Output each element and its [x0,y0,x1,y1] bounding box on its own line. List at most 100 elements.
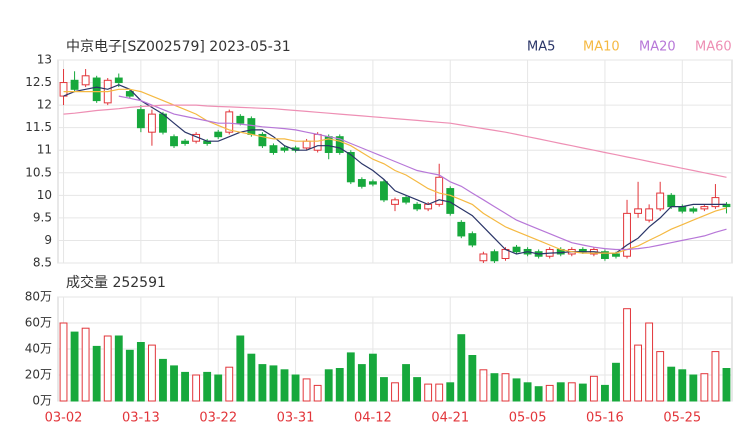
candle-body [667,194,676,208]
y-tick-label: 10 [37,188,52,202]
candle-body [490,251,499,262]
legend-label: MA5 [527,40,555,55]
volume-bar [114,335,123,402]
volume-title: 成交量 252591 [66,274,166,291]
candle-body [214,131,223,138]
volume-bar [435,383,444,402]
candle-body [302,140,311,149]
volume-bar [70,331,79,402]
y-tick-label: 20万 [25,368,52,382]
candle-body [623,212,631,257]
y-tick-label: 9 [44,233,52,247]
candle-body [247,118,256,135]
volume-bar [468,355,477,402]
chart-title: 中京电子[SZ002579] 2023-05-31 [66,39,291,55]
x-tick-label: 05-25 [663,411,701,426]
candle-body [368,181,377,185]
volume-bar [700,373,709,402]
volume-bar [92,345,101,402]
volume-bar [556,382,565,402]
volume-bar [291,374,300,402]
volume-bar [601,384,609,402]
volume-bar [214,374,223,402]
candle-body [236,115,245,124]
y-tick-label: 12 [37,98,52,112]
candle-body [678,206,687,212]
volume-bar [490,373,499,402]
volume-bar [534,386,543,402]
volume-bar [192,374,201,402]
ma-line [63,104,727,178]
y-tick-label: 9.5 [33,210,52,224]
volume-bar [313,384,322,402]
candle-body [601,251,609,259]
candle-body [225,111,234,133]
volume-bar [634,344,643,402]
volume-bar [512,378,521,402]
candle-body [136,109,145,129]
volume-bar [380,377,388,402]
volume-bar [368,353,377,402]
candle-body [700,206,709,210]
volume-bar [391,382,399,402]
y-tick-label: 60万 [25,316,52,330]
volume-bar [457,334,466,402]
volume-bar [181,371,189,402]
y-tick-label: 12.5 [25,75,52,89]
legend-label: MA10 [583,40,620,55]
y-tick-label: 13 [37,53,52,67]
x-tick-label: 03-13 [122,411,160,426]
candle-body [181,140,189,144]
volume-bar [236,335,245,402]
candle-body [512,246,521,253]
candle-body [313,133,322,151]
volume-bar [103,335,112,402]
x-tick-label: 05-16 [586,411,624,426]
volume-bar [645,322,654,402]
y-tick-label: 8.5 [33,256,52,270]
x-tick-label: 05-05 [509,411,547,426]
volume-bar [280,369,289,402]
volume-bar [589,375,598,402]
volume-bar [357,364,366,402]
candle-body [457,221,466,237]
volume-bar [324,369,333,402]
y-tick-label: 80万 [25,290,52,304]
candle-body [346,151,355,183]
volume-bar [678,369,687,402]
volume-bar [346,352,355,402]
x-tick-label: 03-22 [199,411,237,426]
candle-body [402,197,410,203]
volume-bar [147,344,156,402]
candle-body [612,253,620,257]
candle-body [357,179,366,187]
candle-body [468,233,477,246]
candle-body [711,197,720,208]
candle-body [656,192,665,210]
volume-bar [501,373,510,402]
volume-bar [269,365,278,402]
x-tick-label: 04-12 [354,411,392,426]
volume-bar [258,364,267,402]
candle-body [269,145,278,153]
volume-bar [523,382,532,402]
candle-body [81,75,90,86]
volume-bar [479,369,488,402]
candle-body [645,208,654,221]
legend-label: MA60 [695,40,732,55]
candle-body [147,113,156,133]
volume-bar [203,371,212,402]
candle-body [446,188,455,214]
candle-body [391,199,399,205]
volume-bar [159,358,167,402]
candle-body [170,136,178,147]
candle-body [413,203,422,210]
ma-line [118,95,727,251]
volume-bar [335,368,344,402]
y-tick-label: 11.5 [25,120,52,134]
candle-body [634,208,643,214]
x-tick-label: 04-21 [431,411,469,426]
candle-body [159,113,167,133]
volume-bar [225,366,234,402]
